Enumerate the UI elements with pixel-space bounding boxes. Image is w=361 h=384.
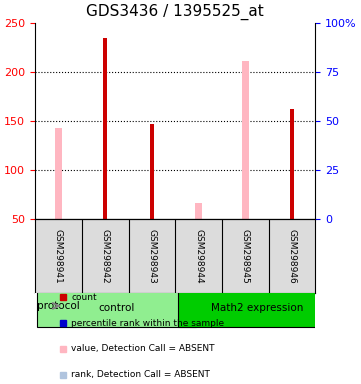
Text: control: control: [99, 303, 135, 313]
Text: count: count: [71, 293, 97, 302]
Text: GSM298943: GSM298943: [147, 229, 156, 284]
Text: GSM298941: GSM298941: [54, 229, 63, 284]
Bar: [149, 124, 154, 219]
Text: GSM298946: GSM298946: [288, 229, 297, 284]
Bar: [242, 61, 249, 219]
Bar: [103, 38, 108, 219]
Text: GSM298944: GSM298944: [194, 229, 203, 283]
Text: rank, Detection Call = ABSENT: rank, Detection Call = ABSENT: [71, 370, 210, 379]
Bar: [55, 128, 62, 219]
FancyBboxPatch shape: [178, 289, 336, 328]
Text: protocol: protocol: [37, 301, 80, 311]
Text: GSM298945: GSM298945: [241, 229, 250, 284]
Text: percentile rank within the sample: percentile rank within the sample: [71, 319, 225, 328]
Text: GSM298942: GSM298942: [101, 229, 110, 283]
Title: GDS3436 / 1395525_at: GDS3436 / 1395525_at: [86, 4, 264, 20]
Text: value, Detection Call = ABSENT: value, Detection Call = ABSENT: [71, 344, 215, 353]
FancyBboxPatch shape: [37, 289, 196, 328]
Text: Math2 expression: Math2 expression: [211, 303, 303, 313]
Bar: [290, 109, 295, 219]
Bar: [195, 203, 202, 219]
